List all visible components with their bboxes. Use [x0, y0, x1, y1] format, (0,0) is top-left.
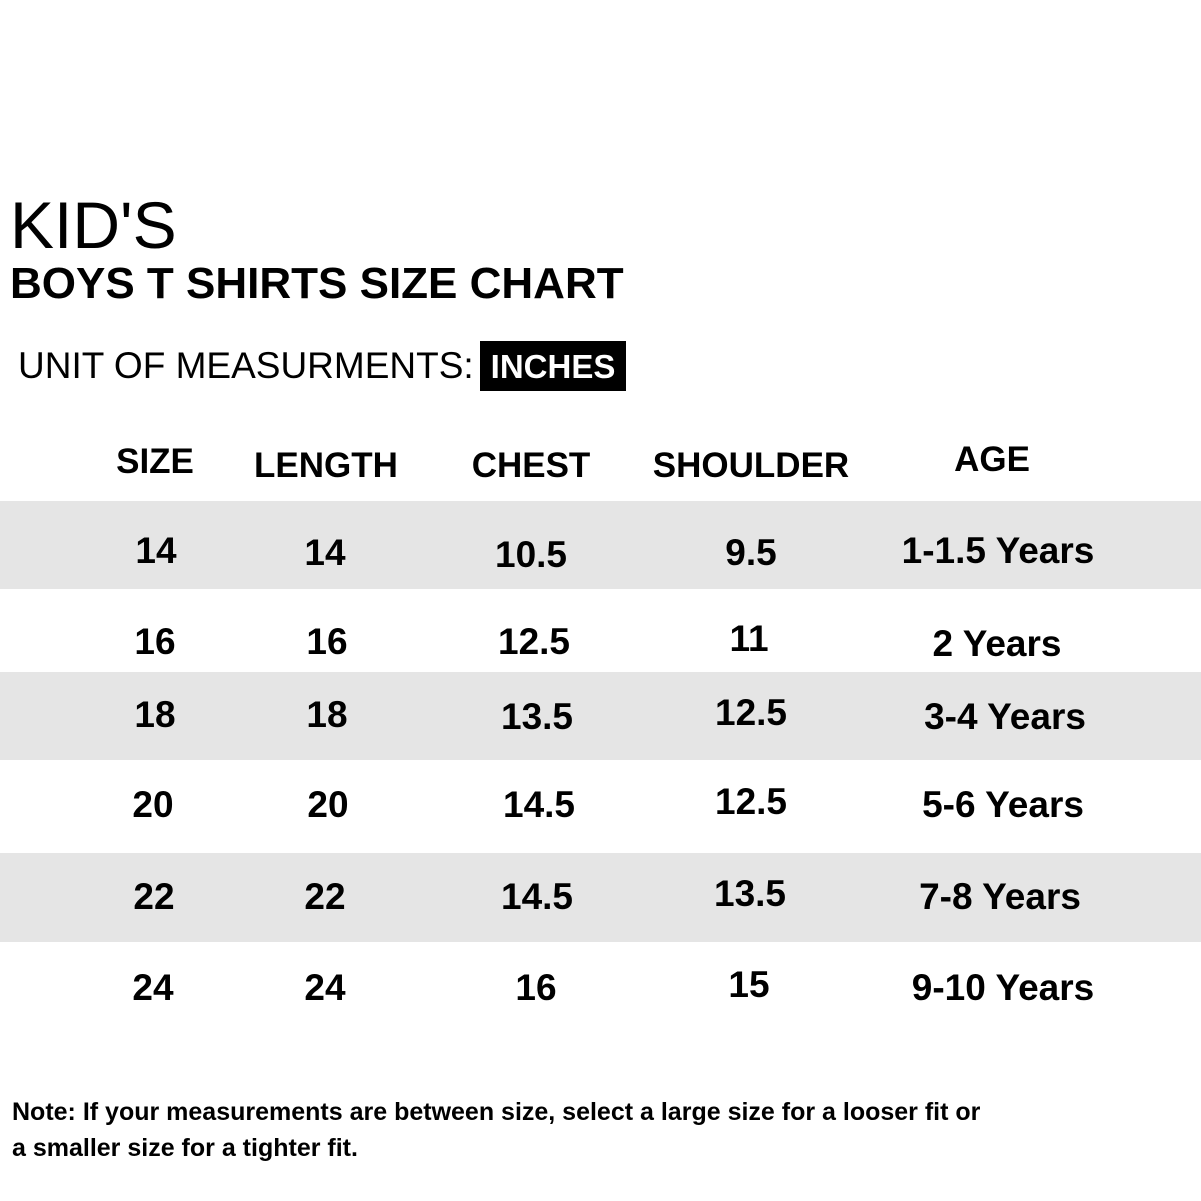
- cell-length: 18: [306, 694, 348, 735]
- header-chest: CHEST: [471, 446, 591, 485]
- header-shoulder: SHOULDER: [652, 446, 850, 485]
- table-row: 24 24 16 15 9-10 Years: [0, 942, 1201, 1032]
- cell-size: 20: [132, 784, 174, 825]
- header-age: AGE: [954, 440, 1030, 479]
- cell-size: 14: [135, 530, 177, 571]
- cell-size: 16: [134, 621, 176, 662]
- cell-length: 20: [307, 784, 349, 825]
- cell-age: 7-8 Years: [919, 876, 1081, 917]
- table-row: 22 22 14.5 13.5 7-8 Years: [0, 853, 1201, 942]
- cell-length: 24: [304, 967, 346, 1008]
- cell-age: 3-4 Years: [924, 696, 1086, 737]
- table-row: 14 14 10.5 9.5 1-1.5 Years: [0, 501, 1201, 589]
- cell-chest: 10.5: [494, 534, 568, 575]
- chart-title: KID'S: [10, 188, 177, 262]
- cell-size: 22: [133, 876, 175, 917]
- header-length: LENGTH: [254, 446, 398, 485]
- cell-chest: 13.5: [500, 696, 574, 737]
- table-row: 18 18 13.5 12.5 3-4 Years: [0, 672, 1201, 760]
- cell-size: 18: [134, 694, 176, 735]
- unit-badge: INCHES: [479, 340, 627, 392]
- unit-of-measurement: UNIT OF MEASURMENTS: INCHES: [18, 340, 627, 392]
- cell-chest: 12.5: [497, 621, 571, 662]
- chart-subtitle: BOYS T SHIRTS SIZE CHART: [10, 259, 624, 308]
- table-row: 20 20 14.5 12.5 5-6 Years: [0, 760, 1201, 853]
- table-header: SIZE LENGTH CHEST SHOULDER AGE: [0, 430, 1201, 500]
- cell-chest: 14.5: [502, 784, 576, 825]
- cell-size: 24: [132, 967, 174, 1008]
- note-line-2: a smaller size for a tighter fit.: [12, 1134, 358, 1162]
- cell-shoulder: 12.5: [714, 781, 788, 822]
- header-size: SIZE: [116, 442, 194, 481]
- unit-label: UNIT OF MEASURMENTS:: [18, 345, 474, 386]
- fit-note: Note: If your measurements are between s…: [12, 1094, 1092, 1166]
- cell-age: 5-6 Years: [922, 784, 1084, 825]
- cell-shoulder: 9.5: [725, 532, 777, 573]
- cell-length: 14: [304, 532, 346, 573]
- cell-length: 16: [306, 621, 348, 662]
- cell-chest: 14.5: [500, 876, 574, 917]
- cell-shoulder: 13.5: [713, 873, 787, 914]
- note-line-1: Note: If your measurements are between s…: [12, 1098, 981, 1126]
- table-row: 16 16 12.5 11 2 Years: [0, 589, 1201, 672]
- cell-shoulder: 12.5: [714, 692, 788, 733]
- cell-chest: 16: [515, 967, 557, 1008]
- cell-shoulder: 15: [728, 964, 770, 1005]
- cell-age: 2 Years: [932, 623, 1062, 664]
- cell-age: 9-10 Years: [911, 967, 1095, 1008]
- cell-length: 22: [304, 876, 346, 917]
- cell-shoulder: 11: [729, 618, 769, 659]
- cell-age: 1-1.5 Years: [901, 530, 1095, 571]
